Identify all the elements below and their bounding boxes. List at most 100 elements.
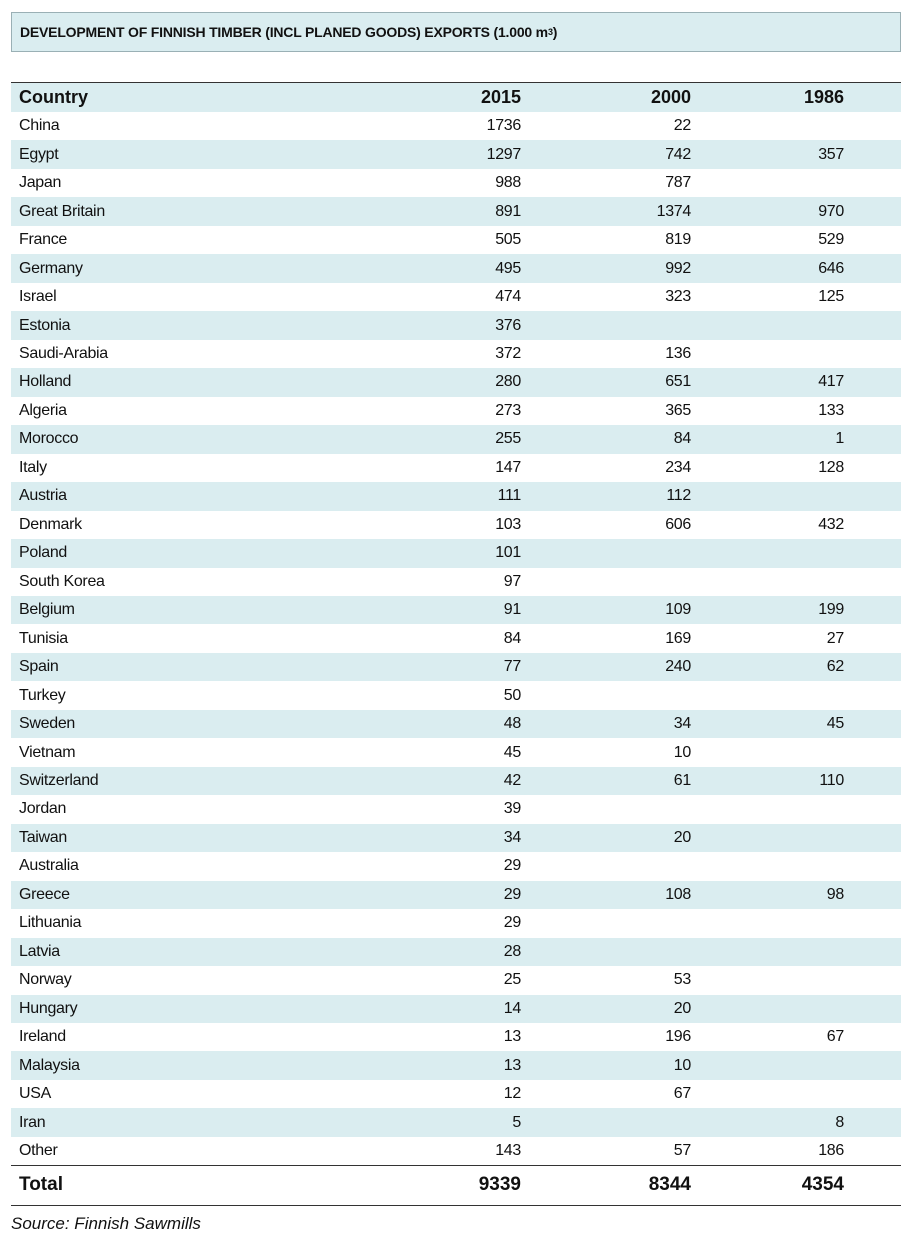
cell-2015: 12 <box>503 1085 522 1103</box>
cell-country: Other <box>19 1141 58 1159</box>
cell-1986: 27 <box>826 629 845 647</box>
cell-2000: 20 <box>673 999 692 1017</box>
total-label: Total <box>19 1174 63 1196</box>
table-row: Algeria 273 365 133 <box>11 397 901 425</box>
cell-2015: 13 <box>503 1028 522 1046</box>
cell-2000 <box>521 852 691 880</box>
cell-country: Australia <box>19 857 79 875</box>
cell-2000: 84 <box>673 430 692 448</box>
cell-1986 <box>691 169 901 197</box>
cell-country: Saudi-Arabia <box>19 344 108 362</box>
table-row: Taiwan 34 20 <box>11 823 901 853</box>
cell-2015: 97 <box>503 572 522 590</box>
cell-country: Poland <box>19 544 68 562</box>
cell-country: Tunisia <box>19 629 68 647</box>
cell-2015: 13 <box>503 1056 522 1074</box>
cell-2000: 1374 <box>656 202 692 220</box>
cell-2015: 29 <box>503 914 522 932</box>
cell-1986: 128 <box>818 458 844 476</box>
cell-country: Egypt <box>19 145 59 163</box>
table-row: Switzerland 42 61 110 <box>11 766 901 796</box>
cell-2000: 240 <box>665 658 691 676</box>
cell-country: China <box>19 117 60 135</box>
table-row: Latvia 28 <box>11 937 901 967</box>
total-row: Total 9339 8344 4354 <box>11 1165 901 1206</box>
table-row: Great Britain 891 1374 970 <box>11 197 901 226</box>
table-row: Tunisia 84 169 27 <box>11 624 901 652</box>
cell-country: Austria <box>19 487 67 505</box>
table-row: Denmark 103 606 432 <box>11 511 901 539</box>
cell-country: Taiwan <box>19 828 68 846</box>
cell-country: France <box>19 231 67 249</box>
exports-table-container: Country 2015 2000 1986 China 1736 22 Egypt 1… <box>11 82 901 1206</box>
cell-country: Israel <box>19 288 57 306</box>
cell-1986 <box>691 482 901 510</box>
cell-2000 <box>521 1108 691 1136</box>
table-row: Austria 111 112 <box>11 482 901 511</box>
table-row: Japan 988 787 <box>11 169 901 197</box>
cell-1986: 432 <box>818 515 844 533</box>
cell-2015: 111 <box>497 487 522 505</box>
cell-2000: 61 <box>673 772 692 790</box>
table-row: Holland 280 651 417 <box>11 368 901 397</box>
cell-1986 <box>691 1080 901 1108</box>
cell-2015: 39 <box>503 800 522 818</box>
cell-2015: 372 <box>495 344 521 362</box>
cell-1986 <box>691 966 901 994</box>
cell-1986: 199 <box>818 601 844 619</box>
cell-2000 <box>521 539 691 567</box>
cell-2015: 48 <box>503 715 522 733</box>
total-1986: 4354 <box>801 1174 844 1196</box>
table-row: Belgium 91 109 199 <box>11 595 901 625</box>
cell-country: Greece <box>19 885 70 903</box>
cell-country: Belgium <box>19 601 75 619</box>
cell-1986: 133 <box>818 401 844 419</box>
cell-country: Great Britain <box>19 202 105 220</box>
cell-2000 <box>521 568 691 596</box>
cell-country: USA <box>19 1085 51 1103</box>
cell-2000: 108 <box>665 885 691 903</box>
cell-1986: 62 <box>826 658 845 676</box>
cell-1986 <box>691 824 901 852</box>
cell-1986: 125 <box>818 288 844 306</box>
cell-1986: 529 <box>818 231 844 249</box>
cell-2015: 143 <box>495 1141 521 1159</box>
cell-2000: 365 <box>665 401 691 419</box>
table-row: Egypt 1297 742 357 <box>11 140 901 169</box>
cell-1986: 186 <box>818 1141 844 1159</box>
cell-2015: 34 <box>503 828 522 846</box>
cell-2000: 67 <box>673 1085 692 1103</box>
table-row: Spain 77 240 62 <box>11 652 901 682</box>
cell-2000: 22 <box>673 117 692 135</box>
cell-1986: 1 <box>835 430 844 448</box>
cell-country: Holland <box>19 373 72 391</box>
total-2000: 8344 <box>648 1174 691 1196</box>
header-2015: 2015 <box>480 87 521 107</box>
cell-2015: 474 <box>495 288 521 306</box>
cell-2015: 280 <box>495 373 521 391</box>
total-2015: 9339 <box>478 1174 521 1196</box>
cell-2000 <box>521 938 691 966</box>
table-row: Israel 474 323 125 <box>11 283 901 311</box>
cell-2000: 10 <box>673 743 692 761</box>
title-superscript: 3 <box>547 27 553 37</box>
cell-1986: 417 <box>818 373 844 391</box>
cell-2000: 136 <box>665 344 691 362</box>
cell-2000: 34 <box>673 715 692 733</box>
cell-2015: 147 <box>495 458 521 476</box>
cell-country: Japan <box>19 174 62 192</box>
cell-2015: 28 <box>503 942 522 960</box>
cell-2000: 57 <box>673 1141 692 1159</box>
cell-2015: 29 <box>503 885 522 903</box>
cell-1986 <box>691 112 901 140</box>
cell-1986 <box>691 568 901 596</box>
table-row: South Korea 97 <box>11 568 901 596</box>
table-row: Iran 5 8 <box>11 1108 901 1137</box>
cell-country: Sweden <box>19 715 76 733</box>
cell-2000: 323 <box>665 288 691 306</box>
cell-country: Algeria <box>19 401 67 419</box>
cell-2015: 77 <box>503 658 522 676</box>
cell-2015: 255 <box>495 430 521 448</box>
cell-2000: 742 <box>665 145 691 163</box>
table-row: Lithuania 29 <box>11 909 901 937</box>
